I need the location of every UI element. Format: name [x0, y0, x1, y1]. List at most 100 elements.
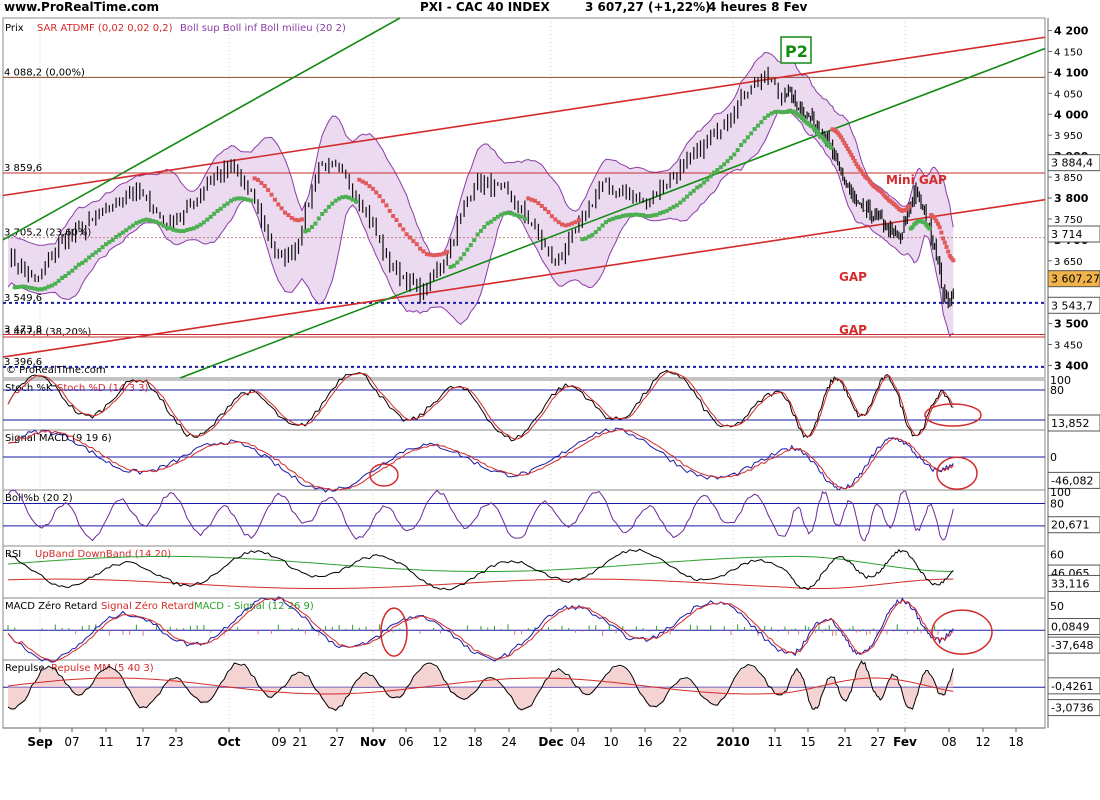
sar-dot — [745, 135, 750, 140]
rsi-line — [7, 548, 954, 591]
price-badge-label: 3 884,4 — [1051, 157, 1093, 170]
panel-badge-label: -3,0736 — [1051, 702, 1093, 715]
indicator-panel-frame — [2, 379, 1046, 431]
x-tick-label: 06 — [398, 735, 413, 749]
sar-dot — [546, 210, 551, 215]
sar-dot — [756, 123, 760, 128]
sar-dot — [881, 192, 886, 197]
repulse-mm — [7, 677, 954, 695]
sar-dot — [861, 172, 866, 176]
sar-dot — [852, 159, 857, 163]
sar-dot — [53, 281, 58, 286]
sar-dot — [408, 235, 412, 240]
x-tick-label: 23 — [168, 735, 183, 749]
stoch-d — [7, 371, 954, 440]
sar-dot — [553, 217, 558, 222]
sar-dot — [681, 197, 686, 202]
sar-dot — [502, 211, 507, 216]
panel-legend-a: Repulse — [5, 663, 44, 674]
level-label: 3 473,8 — [4, 325, 42, 336]
panel-legend-a: Stoch %K — [5, 383, 53, 394]
sar-dot — [364, 181, 369, 186]
sar-dot — [922, 220, 927, 225]
sar-dot — [117, 232, 122, 237]
y-tick-label: 3 650 — [1054, 257, 1083, 268]
sar-dot — [178, 229, 183, 234]
price-badge — [1047, 225, 1100, 243]
sar-dot — [333, 198, 338, 203]
sar-dot — [401, 227, 406, 232]
sar-dot — [927, 226, 932, 231]
sar-dot — [411, 239, 416, 244]
p2-label: P2 — [785, 42, 808, 61]
sar-dot — [306, 228, 311, 233]
sar-dot — [810, 124, 815, 129]
panel-legend-a: RSI — [5, 549, 21, 560]
sar-dot — [269, 192, 274, 197]
x-tick-label: 27 — [870, 735, 885, 749]
sar-dot — [485, 221, 490, 226]
site-label[interactable]: www.ProRealTime.com — [4, 0, 159, 14]
rsi-upband — [7, 555, 954, 572]
sar-dot — [191, 226, 196, 231]
sar-dot — [580, 237, 585, 242]
sar-dot — [522, 216, 527, 221]
sar-dot — [845, 146, 850, 151]
x-tick-label: 24 — [501, 735, 516, 749]
sar-dot — [455, 260, 460, 265]
sar-dot — [201, 220, 206, 225]
watermark: © ProRealTime.com — [6, 365, 106, 376]
sar-dot — [879, 190, 884, 195]
sar-dot — [583, 236, 588, 241]
mini-gap-label: Mini GAP — [886, 173, 947, 187]
y-tick-label: 3 800 — [1054, 192, 1089, 205]
sar-dot — [647, 214, 652, 218]
panel-badge-label: -0,4261 — [1051, 680, 1093, 693]
sar-dot — [718, 165, 723, 170]
sar-dot — [742, 139, 747, 144]
sar-dot — [39, 287, 44, 292]
sar-dot — [26, 285, 31, 290]
sar-dot — [668, 206, 673, 211]
rsi-downband — [7, 578, 954, 589]
sar-dot — [509, 211, 514, 216]
sar-dot — [735, 148, 740, 152]
sar-dot — [215, 208, 220, 213]
sar-dot — [164, 225, 169, 230]
panel-tick-label: 0 — [1050, 451, 1057, 464]
sar-dot — [343, 194, 348, 199]
highlight-circle — [931, 609, 993, 655]
sar-dot — [637, 213, 642, 217]
level-label: 4 088,2 (0,00%) — [4, 67, 85, 78]
stoch-k — [7, 369, 954, 442]
x-tick-label: Oct — [217, 735, 240, 749]
sar-dot — [418, 246, 423, 251]
sar-dot — [259, 180, 264, 185]
sar-dot — [205, 217, 210, 222]
sar-dot — [465, 247, 470, 252]
sar-dot — [107, 240, 112, 245]
sar-dot — [70, 268, 75, 273]
sar-dot — [822, 138, 827, 142]
sar-dot — [691, 188, 696, 193]
sar-dot — [212, 211, 217, 216]
sar-dot — [120, 230, 125, 235]
sar-dot — [857, 167, 862, 172]
sar-dot — [441, 251, 446, 256]
sar-dot — [208, 214, 213, 219]
legend-boll: Boll sup Boll inf Boll milieu (20 2) — [180, 23, 346, 34]
x-tick-label: 21 — [837, 735, 852, 749]
sar-dot — [19, 284, 24, 289]
sar-dot — [951, 258, 956, 263]
x-tick-label: 09 — [271, 735, 286, 749]
sar-dot — [587, 234, 592, 239]
sar-dot — [772, 110, 777, 114]
sar-dot — [431, 253, 436, 258]
repulse-fill — [8, 662, 954, 712]
sar-dot — [944, 244, 949, 249]
sar-dot — [533, 198, 537, 203]
sar-dot — [817, 132, 821, 137]
sar-dot — [266, 188, 271, 193]
sar-dot — [759, 120, 764, 125]
